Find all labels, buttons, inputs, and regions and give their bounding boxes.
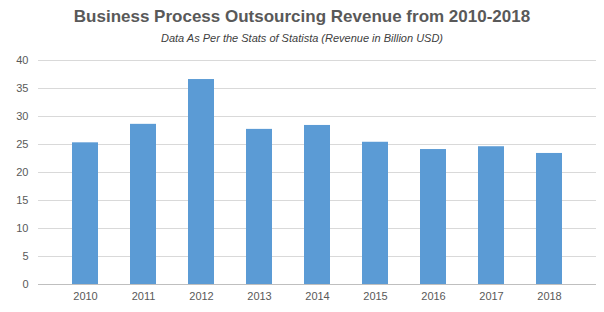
svg-text:10: 10 (16, 222, 28, 234)
svg-text:2010: 2010 (73, 290, 97, 302)
svg-text:40: 40 (16, 54, 28, 66)
svg-text:15: 15 (16, 194, 28, 206)
svg-text:0: 0 (22, 278, 28, 290)
svg-text:2014: 2014 (305, 290, 329, 302)
svg-text:35: 35 (16, 82, 28, 94)
svg-text:2016: 2016 (421, 290, 445, 302)
svg-text:2018: 2018 (537, 290, 561, 302)
svg-text:2012: 2012 (189, 290, 213, 302)
svg-text:2015: 2015 (363, 290, 387, 302)
html-text:Business Process Outsourcing R: Business Process Outsourcing Revenue fro… (73, 7, 531, 26)
svg-text:25: 25 (16, 138, 28, 150)
svg-text:5: 5 (22, 250, 28, 262)
svg-text:30: 30 (16, 110, 28, 122)
html-text:Data As Per the Stats of Stati: Data As Per the Stats of Statista (Reven… (161, 32, 443, 44)
svg-text:2017: 2017 (479, 290, 503, 302)
svg-text:20: 20 (16, 166, 28, 178)
svg-text:2013: 2013 (247, 290, 271, 302)
svg-text:2011: 2011 (132, 290, 156, 302)
